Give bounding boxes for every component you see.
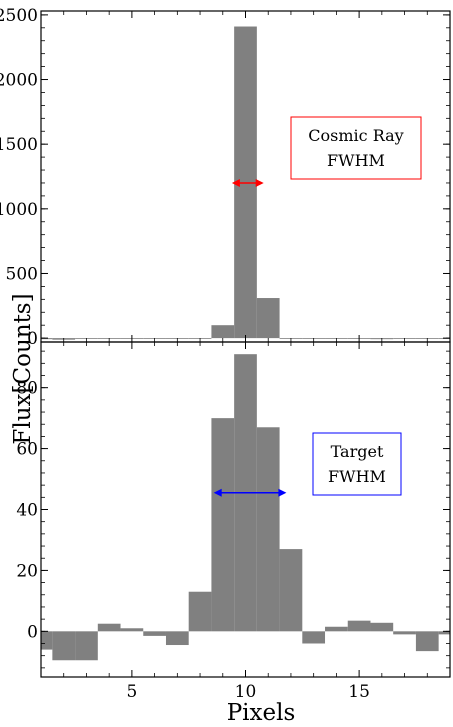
x-axis-title: Pixels bbox=[227, 700, 296, 726]
target-label-line2: FWHM bbox=[328, 467, 386, 486]
y-tick-label: 1000 bbox=[0, 200, 38, 220]
bar bbox=[143, 631, 166, 636]
bar bbox=[188, 591, 212, 632]
target-annotation: Target FWHM bbox=[213, 432, 402, 497]
x-tick-label: 15 bbox=[348, 682, 370, 702]
bar bbox=[256, 298, 280, 339]
bar bbox=[97, 623, 121, 632]
fwhm-arrow-head-right bbox=[255, 178, 264, 187]
target-label-line1: Target bbox=[331, 442, 384, 461]
panel-bottom: 0 20 40 60 80 Target FWHM bbox=[16, 341, 451, 678]
fwhm-arrow-head-right bbox=[278, 488, 287, 497]
bar bbox=[325, 626, 348, 632]
bar bbox=[41, 631, 53, 650]
bar bbox=[75, 631, 98, 661]
bar bbox=[347, 620, 371, 632]
x-tick-labels: 5 10 15 bbox=[126, 682, 369, 702]
y-tick-label: 40 bbox=[16, 501, 38, 521]
y-tick-label: 80 bbox=[16, 379, 38, 399]
bottom-ticks: 0 20 40 60 80 bbox=[16, 342, 451, 677]
x-tick-label: 5 bbox=[126, 682, 137, 702]
bar bbox=[302, 631, 326, 644]
bar bbox=[165, 631, 189, 646]
y-tick-label: 1500 bbox=[0, 135, 38, 155]
bar bbox=[256, 427, 280, 632]
bar bbox=[370, 622, 394, 632]
bar bbox=[120, 628, 144, 632]
bar bbox=[438, 631, 450, 635]
panel-top: 0 500 1000 1500 2000 2500 Cosmic Ray FWHM bbox=[0, 6, 451, 349]
target-box bbox=[312, 432, 402, 496]
fwhm-arrow-head-left bbox=[213, 488, 222, 497]
bar bbox=[393, 631, 416, 635]
cosmic-ray-label-line2: FWHM bbox=[327, 151, 385, 170]
y-tick-label: 60 bbox=[16, 440, 38, 460]
bar bbox=[52, 631, 76, 661]
bar bbox=[41, 338, 53, 340]
y-tick-label: 0 bbox=[27, 329, 38, 349]
target-fwhm-arrow bbox=[213, 488, 287, 497]
x-tick-label: 10 bbox=[235, 682, 257, 702]
cosmic-ray-box bbox=[290, 116, 422, 180]
y-tick-label: 20 bbox=[16, 561, 38, 581]
y-tick-label: 2000 bbox=[0, 71, 38, 91]
y-tick-label: 2500 bbox=[0, 6, 38, 26]
y-axis-title: Flux[Counts] bbox=[10, 293, 36, 444]
cosmic-ray-fwhm-arrow bbox=[231, 178, 264, 187]
bar bbox=[211, 418, 235, 632]
cosmic-ray-annotation: Cosmic Ray FWHM bbox=[231, 116, 422, 187]
bar bbox=[415, 631, 439, 652]
cosmic-ray-label-line1: Cosmic Ray bbox=[308, 126, 403, 145]
y-tick-label: 0 bbox=[27, 622, 38, 642]
bottom-plot-frame bbox=[40, 341, 451, 678]
y-tick-label: 500 bbox=[6, 264, 38, 284]
bar bbox=[279, 549, 303, 632]
fwhm-arrow-head-left bbox=[231, 178, 240, 187]
bottom-bars bbox=[41, 354, 450, 661]
bar bbox=[211, 325, 235, 339]
